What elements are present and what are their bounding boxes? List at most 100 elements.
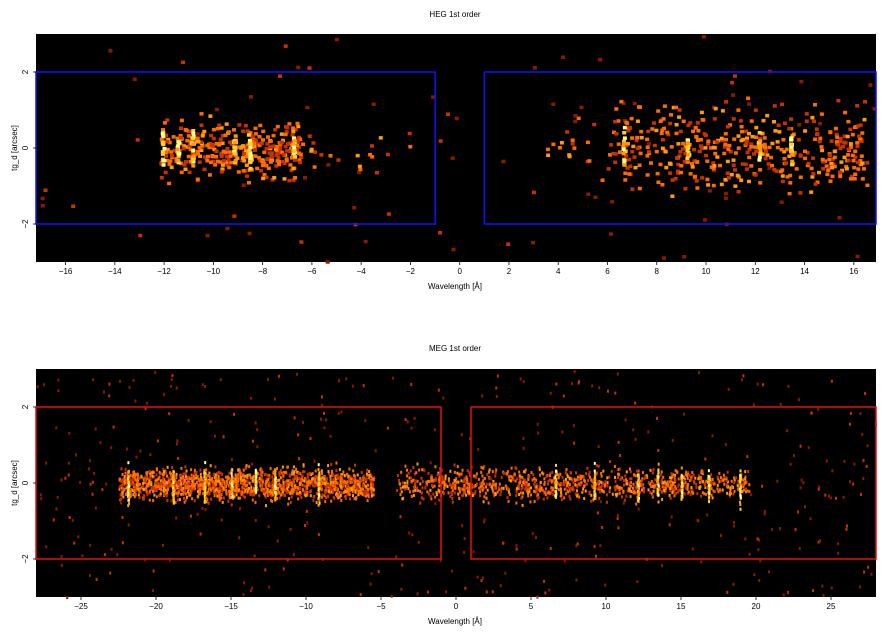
meg-event-pixel [406,468,408,472]
heg-event-pixel [219,170,224,174]
heg-event-pixel [160,152,165,156]
meg-event-pixel [215,483,218,487]
meg-event-pixel [273,468,276,472]
meg-event-pixel [134,478,137,482]
meg-event-pixel [496,490,499,494]
heg-event-pixel [675,169,680,174]
meg-event-pixel [278,496,281,500]
heg-event-pixel [294,148,299,152]
heg-event-pixel [169,150,174,154]
meg-event-pixel [91,480,94,484]
meg-event-pixel [699,485,702,489]
heg-event-pixel [763,146,768,150]
heg-event-pixel [293,158,297,162]
meg-event-pixel [628,489,631,493]
meg-event-pixel [604,583,607,587]
meg-event-pixel [66,596,69,600]
heg-y-tick-label: 0 [21,145,30,150]
heg-event-pixel [628,126,632,130]
meg-event-pixel [680,480,683,484]
heg-event-pixel [818,121,823,126]
meg-event-pixel [458,472,461,476]
meg-event-pixel [744,475,747,479]
meg-event-pixel [688,479,691,482]
meg-extraction-region [470,406,877,560]
heg-event-pixel [303,176,307,180]
heg-event-pixel [200,134,205,138]
meg-event-pixel [212,480,215,483]
meg-event-pixel [166,484,169,488]
heg-event-pixel [253,139,258,143]
meg-event-pixel [372,478,375,482]
meg-event-pixel [739,500,741,504]
meg-event-pixel [340,410,343,414]
heg-event-pixel [363,239,368,244]
meg-event-pixel [136,472,139,476]
meg-event-pixel [233,495,236,499]
meg-event-pixel [195,473,198,477]
heg-event-pixel [774,169,779,173]
heg-x-axis-label: Wavelength [Å] [428,282,482,291]
meg-event-pixel [254,471,257,475]
heg-event-pixel [243,148,248,153]
meg-event-pixel [268,476,271,480]
heg-event-pixel [625,166,630,170]
meg-event-pixel [616,372,619,376]
meg-event-pixel [203,469,206,472]
meg-event-pixel [135,486,138,490]
meg-event-pixel [362,474,365,478]
meg-event-pixel [602,481,605,485]
meg-event-pixel [679,477,681,481]
heg-event-pixel [732,137,737,141]
meg-event-pixel [354,478,357,482]
meg-event-pixel [306,490,309,494]
heg-event-pixel [857,134,862,138]
heg-event-pixel [744,129,748,134]
meg-event-pixel [125,447,128,451]
heg-event-pixel [532,66,537,70]
meg-event-pixel [165,482,168,486]
heg-event-pixel [652,121,656,125]
meg-event-pixel [680,497,683,501]
meg-event-pixel [692,491,694,495]
heg-event-pixel [311,141,316,145]
meg-event-pixel [218,493,221,497]
meg-event-pixel [241,490,244,494]
meg-event-pixel [291,481,294,485]
heg-event-pixel [680,147,685,151]
meg-event-pixel [205,500,208,504]
heg-event-pixel [195,140,200,144]
meg-event-pixel [685,483,688,487]
meg-event-pixel [491,487,494,491]
meg-event-pixel [531,478,534,482]
heg-event-pixel [769,155,774,160]
heg-event-pixel [706,139,711,143]
meg-event-pixel [335,491,338,495]
meg-event-pixel [649,468,652,472]
meg-event-pixel [219,482,222,485]
meg-event-pixel [698,481,701,484]
meg-event-pixel [232,496,234,500]
meg-event-pixel [485,496,488,500]
meg-event-pixel [530,471,533,475]
meg-event-pixel [718,471,721,475]
heg-event-pixel [165,147,170,152]
meg-event-pixel [500,486,503,490]
heg-event-pixel [743,162,748,167]
meg-event-pixel [449,484,452,488]
meg-event-pixel [700,494,703,498]
meg-event-pixel [500,489,503,493]
heg-event-pixel [828,130,833,135]
heg-event-pixel [218,160,223,164]
meg-event-pixel [230,472,233,476]
meg-event-pixel [158,494,161,498]
meg-event-pixel [403,481,406,485]
meg-event-pixel [721,488,724,492]
meg-event-pixel [340,499,343,502]
meg-event-pixel [657,462,660,466]
meg-event-pixel [274,397,276,401]
meg-event-pixel [188,484,191,488]
heg-event-pixel [614,132,619,136]
heg-event-pixel [647,150,651,154]
heg-event-pixel [828,179,833,183]
